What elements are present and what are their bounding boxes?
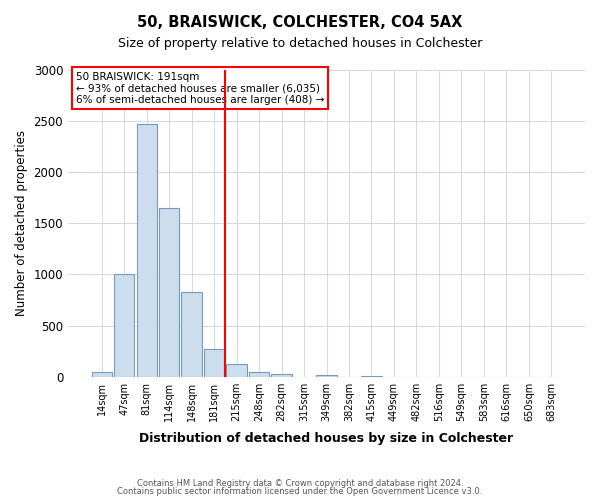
Bar [226,364,247,376]
Bar [249,372,269,376]
X-axis label: Distribution of detached houses by size in Colchester: Distribution of detached houses by size … [139,432,514,445]
Bar [271,374,292,376]
Bar [114,274,134,376]
Bar [137,124,157,376]
Y-axis label: Number of detached properties: Number of detached properties [15,130,28,316]
Bar [159,208,179,376]
Text: 50 BRAISWICK: 191sqm
← 93% of detached houses are smaller (6,035)
6% of semi-det: 50 BRAISWICK: 191sqm ← 93% of detached h… [76,72,324,104]
Bar [204,348,224,376]
Text: Size of property relative to detached houses in Colchester: Size of property relative to detached ho… [118,38,482,51]
Bar [92,372,112,376]
Text: 50, BRAISWICK, COLCHESTER, CO4 5AX: 50, BRAISWICK, COLCHESTER, CO4 5AX [137,15,463,30]
Bar [316,374,337,376]
Text: Contains HM Land Registry data © Crown copyright and database right 2024.: Contains HM Land Registry data © Crown c… [137,478,463,488]
Bar [181,292,202,376]
Text: Contains public sector information licensed under the Open Government Licence v3: Contains public sector information licen… [118,487,482,496]
